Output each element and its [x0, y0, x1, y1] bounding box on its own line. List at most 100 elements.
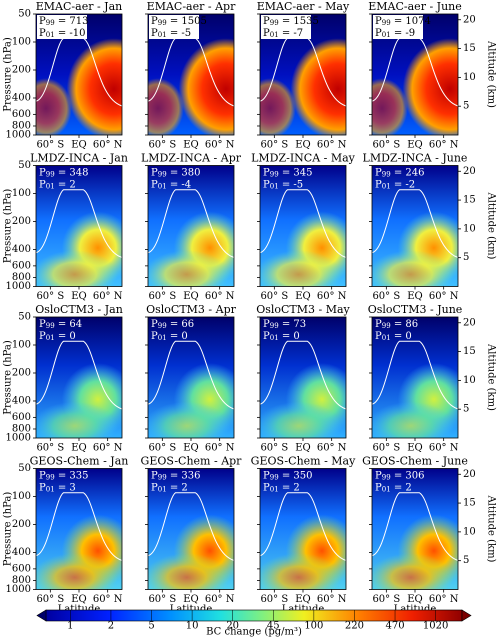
stat-symbol: P — [151, 179, 158, 190]
x-tick-label: 60° N — [429, 140, 459, 151]
stat-value: -10 — [69, 28, 85, 39]
stat-subscript: 01 — [158, 334, 167, 342]
x-tick-label: 60° N — [429, 291, 459, 302]
stat-sep: = — [55, 470, 70, 481]
stat-text: P01 = 2 — [263, 482, 300, 494]
y2-tick-label: 15 — [463, 346, 476, 357]
stat-symbol: P — [151, 470, 158, 481]
tropopause — [372, 340, 458, 410]
x-tick-label: 60° N — [205, 140, 235, 151]
tropopause — [372, 189, 458, 258]
x-tick-label: EQ — [407, 443, 423, 454]
stat-text: P99 = 246 — [375, 167, 425, 179]
stat-symbol: P — [263, 470, 270, 481]
stat-text: P01 = -2 — [375, 179, 415, 191]
tropopause — [148, 340, 234, 410]
stat-symbol: P — [375, 28, 382, 39]
stat-text: P01 = -10 — [39, 28, 86, 40]
y2-tick-label: 10 — [463, 375, 476, 386]
stat-symbol: P — [263, 16, 270, 27]
stat-text: P99 = 1505 — [151, 16, 207, 28]
stat-sep: = — [55, 179, 70, 190]
panel-title: LMDZ-INCA - Jan — [30, 152, 128, 165]
stat-subscript: 99 — [46, 19, 55, 27]
stat-sep: = — [279, 28, 294, 39]
y2-tick-label: 15 — [463, 498, 476, 509]
y2-tick-label: 5 — [463, 252, 469, 263]
x-tick-label: 60° N — [205, 594, 235, 605]
x-tick-label: 60° S — [148, 140, 176, 151]
y2-axis-label: Altitude (km) — [486, 40, 497, 108]
y2-tick-label: 20 — [463, 469, 476, 480]
y-tick-label: 50 — [18, 312, 31, 323]
field-hot — [178, 38, 234, 135]
x-tick-label: EQ — [71, 140, 87, 151]
field-hot — [66, 38, 122, 135]
y-axis-label: Pressure (hPa) — [3, 189, 14, 264]
colorbar-tick-label: 220 — [345, 621, 364, 632]
stat-value: 380 — [181, 167, 200, 178]
panel-title: GEOS-Chem - Jan — [30, 455, 129, 468]
stat-subscript: 01 — [46, 183, 55, 191]
panel-title: OsloCTM3 - Jan — [35, 303, 123, 316]
stat-text: P99 = 64 — [39, 319, 82, 331]
stat-symbol: P — [375, 482, 382, 493]
stat-value: 1535 — [293, 16, 318, 27]
stat-symbol: P — [375, 167, 382, 178]
x-tick-label: EQ — [183, 594, 199, 605]
stat-subscript: 01 — [270, 183, 279, 191]
stat-subscript: 99 — [382, 171, 391, 179]
stat-subscript: 99 — [382, 322, 391, 330]
stat-sep: = — [55, 319, 70, 330]
stat-value: 713 — [69, 16, 88, 27]
y-axis-label: Pressure (hPa) — [3, 37, 14, 112]
stat-symbol: P — [39, 319, 46, 330]
stat-text: P01 = 2 — [375, 482, 412, 494]
stat-sep: = — [55, 167, 70, 178]
x-tick-label: 60° N — [429, 594, 459, 605]
y-tick-label: 600 — [12, 260, 31, 271]
stat-box — [149, 15, 199, 39]
y-tick-label: 200 — [12, 216, 31, 227]
x-tick-label: EQ — [183, 140, 199, 151]
stat-value: -9 — [405, 28, 415, 39]
stat-symbol: P — [151, 482, 158, 493]
stat-value: 306 — [405, 470, 424, 481]
field-hot — [148, 401, 230, 438]
stat-subscript: 01 — [46, 486, 55, 494]
stat-sep: = — [55, 16, 70, 27]
stat-value: 246 — [405, 167, 424, 178]
stat-value: -7 — [293, 28, 303, 39]
x-axis-label: Latitude — [282, 604, 325, 615]
stat-text: P99 = 306 — [375, 470, 425, 482]
y2-tick-label: 20 — [463, 317, 476, 328]
stat-symbol: P — [151, 331, 158, 342]
x-tick-label: 60° N — [317, 594, 347, 605]
stat-sep: = — [391, 331, 406, 342]
stat-symbol: P — [39, 28, 46, 39]
x-tick-label: 60° S — [372, 140, 400, 151]
y2-tick-label: 5 — [463, 101, 469, 112]
stat-subscript: 99 — [270, 474, 279, 482]
y-tick-label: 800 — [12, 120, 31, 131]
stat-text: P01 = 2 — [151, 482, 188, 494]
x-tick-label: EQ — [295, 443, 311, 454]
x-tick-label: EQ — [71, 594, 87, 605]
stat-subscript: 99 — [158, 171, 167, 179]
stat-text: P99 = 336 — [151, 470, 201, 482]
stat-symbol: P — [263, 167, 270, 178]
field — [372, 468, 458, 590]
stat-text: P99 = 350 — [263, 470, 313, 482]
tropopause — [36, 340, 122, 410]
field-hot — [36, 78, 72, 135]
stat-symbol: P — [151, 16, 158, 27]
x-tick-label: 60° S — [36, 443, 64, 454]
field-hot — [148, 78, 184, 135]
stat-sep: = — [279, 179, 294, 190]
y2-tick-label: 10 — [463, 526, 476, 537]
x-tick-label: 60° S — [372, 594, 400, 605]
stat-text: P01 = -4 — [151, 179, 191, 191]
stat-symbol: P — [39, 470, 46, 481]
y-tick-label: 800 — [12, 423, 31, 434]
stat-box — [261, 15, 311, 39]
